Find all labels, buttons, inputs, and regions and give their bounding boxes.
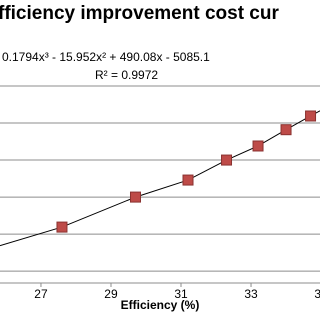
x-tick-label: 29 [104, 287, 118, 301]
data-point [280, 124, 292, 136]
data-point [182, 174, 194, 186]
data-point [56, 221, 68, 233]
trend-equation: 0.1794x³ - 15.952x² + 490.08x - 5085.1 [2, 50, 210, 64]
x-tick-label: 35 [314, 287, 320, 301]
trend-line [0, 110, 320, 247]
data-point [305, 110, 317, 122]
x-axis-label: Efficiency (%) [121, 298, 200, 312]
data-point [129, 191, 141, 203]
x-tick-label: 27 [34, 287, 48, 301]
r-squared: R² = 0.9972 [95, 68, 158, 82]
data-point [221, 154, 233, 166]
x-tick-label: 33 [244, 287, 258, 301]
x-tick-label: 31 [174, 287, 188, 301]
data-point [252, 140, 264, 152]
chart-title: fficiency improvement cost cur [0, 3, 279, 24]
